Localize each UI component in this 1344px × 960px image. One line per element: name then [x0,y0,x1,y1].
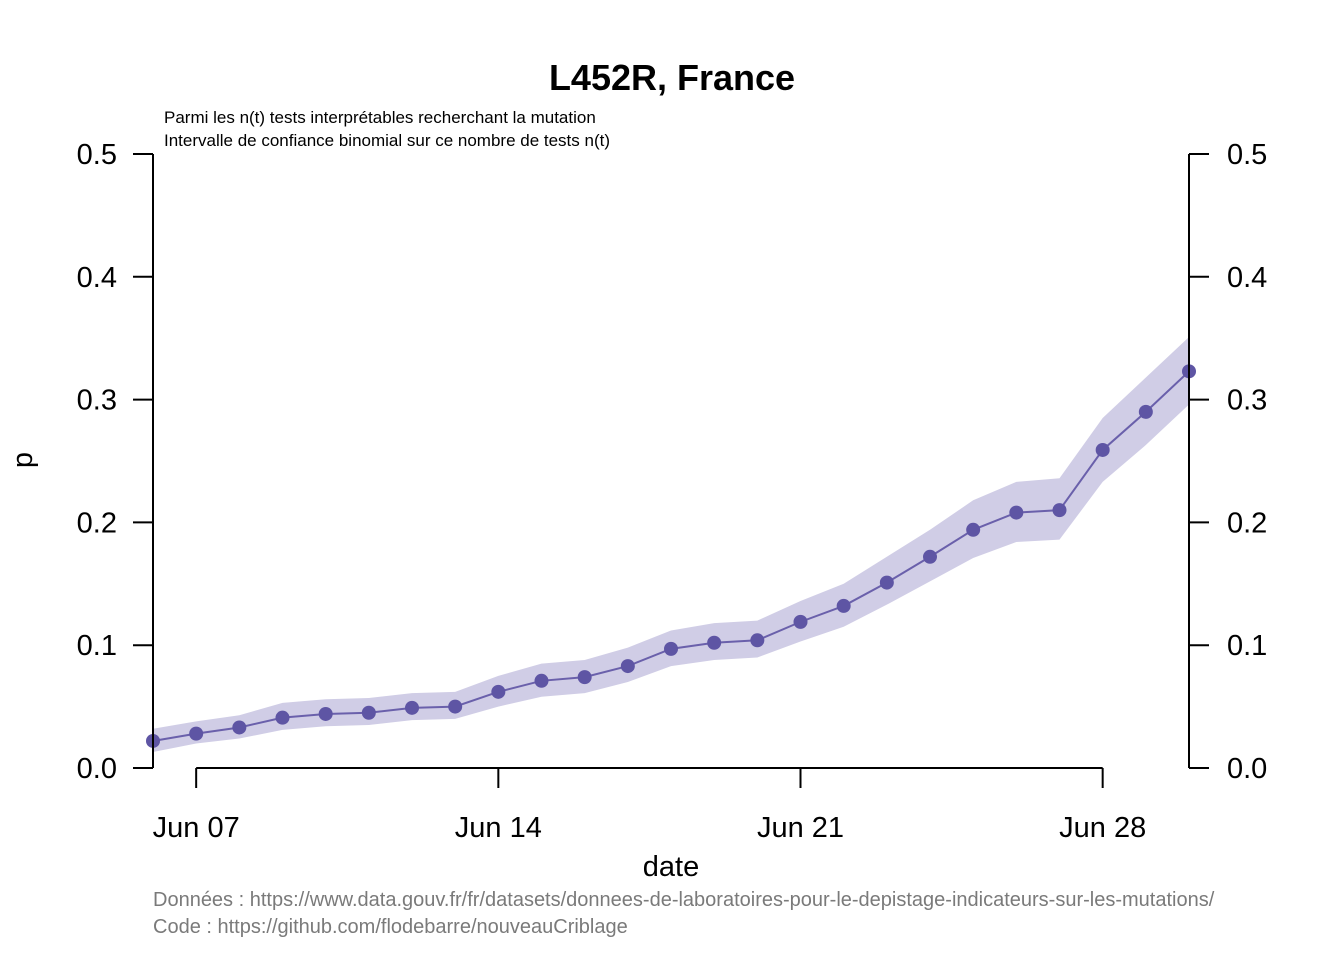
series-line-layer [152,370,1190,742]
data-point [750,633,765,648]
x-axis: Jun 07 Jun 14 Jun 21 Jun 28 [153,767,1146,844]
series-line [152,370,1190,742]
data-point [232,720,247,735]
data-point [707,635,722,650]
y-tick-label-right: 0.1 [1227,630,1267,662]
data-point [318,706,333,721]
x-tick-label: Jun 14 [455,812,542,844]
x-axis-label: date [643,851,699,883]
data-point-layer [146,364,1196,748]
data-point [405,700,419,715]
data-point [664,641,678,656]
y-tick-label-right: 0.4 [1227,262,1267,294]
y-tick-label-right: 0.2 [1227,507,1267,539]
x-tick-label: Jun 21 [757,812,844,844]
x-tick-label: Jun 28 [1059,812,1146,844]
x-tick-label: Jun 07 [153,812,240,844]
data-point [923,549,937,564]
y-axis-right: 0.0 0.1 0.2 0.3 0.4 0.5 [1188,139,1267,785]
y-tick-label-left: 0.5 [77,139,117,171]
y-tick-label-left: 0.0 [77,753,117,785]
chart-subtitle-line-2: Intervalle de confiance binomial sur ce … [164,131,610,150]
data-point [361,705,376,720]
data-point [534,673,549,688]
data-point [793,614,808,629]
y-tick-label-left: 0.2 [77,507,117,539]
data-point [836,598,851,613]
data-point [448,699,463,714]
data-point [1052,503,1067,518]
y-tick-label-left: 0.4 [77,262,117,294]
data-point [491,684,506,699]
data-point [275,710,290,725]
chart-subtitle-line-1: Parmi les n(t) tests interprétables rech… [164,108,596,127]
y-tick-label-left: 0.1 [77,630,117,662]
data-point [620,659,635,674]
confidence-band [153,336,1189,753]
data-point [189,726,204,741]
data-point [1095,442,1110,457]
data-point [966,522,981,537]
y-tick-label-left: 0.3 [77,385,117,417]
y-tick-label-right: 0.3 [1227,385,1267,417]
y-axis-label: p [7,452,39,468]
y-axis-left: 0.0 0.1 0.2 0.3 0.4 0.5 [77,139,154,785]
data-source-caption: Données : https://www.data.gouv.fr/fr/da… [153,889,1215,911]
code-source-caption: Code : https://github.com/flodebarre/nou… [153,916,628,938]
chart-title: L452R, France [549,57,795,98]
data-point [577,670,592,685]
data-point [1009,505,1024,520]
data-point [879,575,894,590]
y-tick-label-right: 0.0 [1227,753,1267,785]
confidence-band-layer [153,336,1189,753]
y-tick-label-right: 0.5 [1227,139,1267,171]
data-point [1138,404,1153,419]
